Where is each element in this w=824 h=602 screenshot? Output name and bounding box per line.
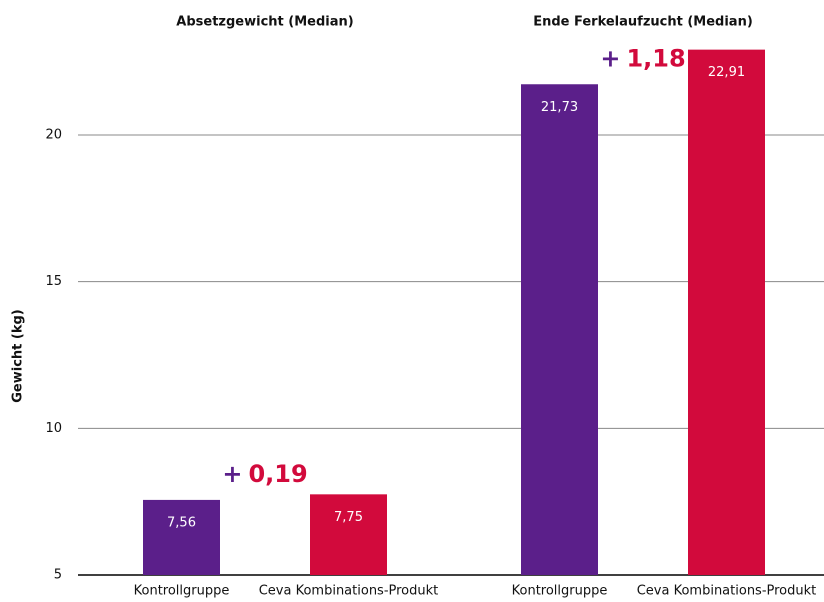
- annotation-sign: +: [600, 44, 620, 72]
- x-tick-label: Ceva Kombinations-Produkt: [637, 584, 817, 599]
- y-tick-label: 10: [45, 421, 62, 436]
- bar: [143, 499, 220, 575]
- x-tick-label: Kontrollgruppe: [134, 584, 230, 599]
- value-label: 7,75: [334, 510, 363, 525]
- value-label: 21,73: [541, 100, 578, 115]
- bar: [688, 49, 765, 575]
- y-axis-label: Gewicht (kg): [11, 309, 26, 403]
- value-label: 7,56: [167, 515, 196, 530]
- x-tick-label: Kontrollgruppe: [512, 584, 608, 599]
- bar: [310, 494, 387, 575]
- annotation-value: 1,18: [626, 44, 685, 72]
- annotation-value: 0,19: [248, 460, 307, 488]
- y-tick-label: 5: [54, 568, 62, 583]
- x-tick-label: Ceva Kombinations-Produkt: [259, 584, 439, 599]
- difference-annotation: +0,19: [222, 460, 307, 488]
- difference-annotation: +1,18: [600, 44, 685, 72]
- y-tick-label: 20: [45, 128, 62, 143]
- annotation-sign: +: [222, 460, 242, 488]
- group-title: Absetzgewicht (Median): [176, 15, 353, 30]
- group-title: Ende Ferkelaufzucht (Median): [533, 15, 753, 30]
- value-label: 22,91: [708, 65, 745, 80]
- bar: [521, 84, 598, 576]
- y-tick-label: 15: [45, 274, 62, 289]
